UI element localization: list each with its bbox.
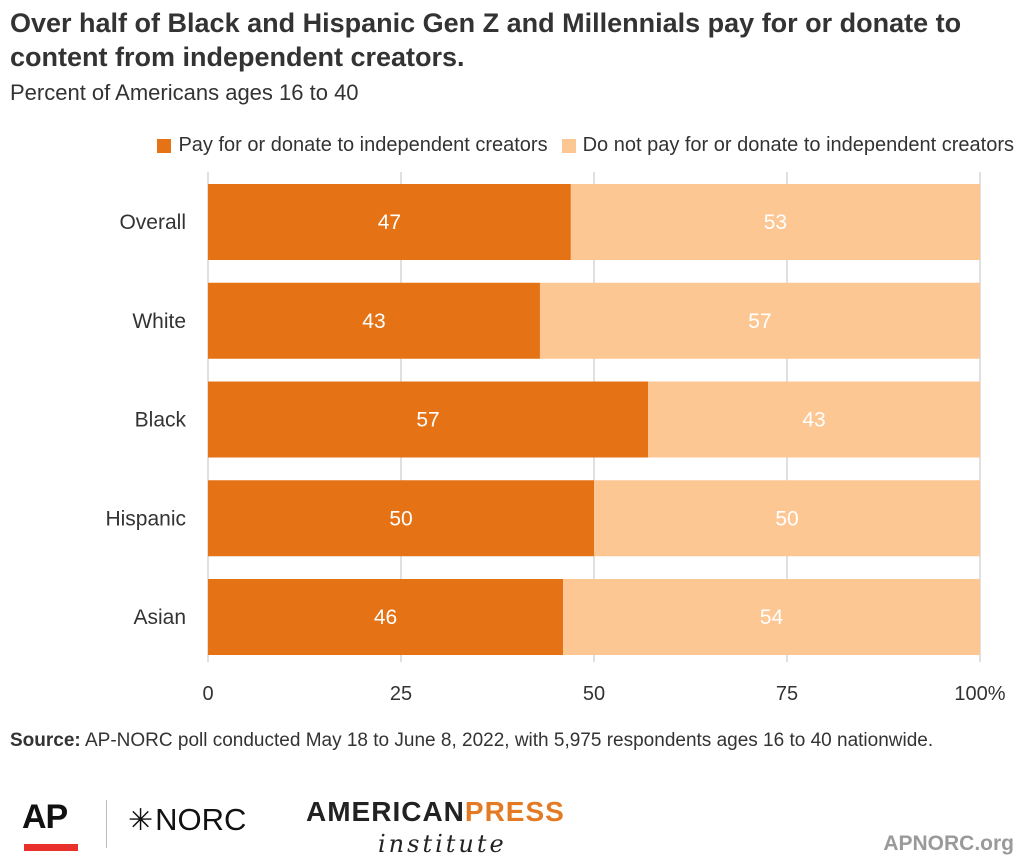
bar-not-pay xyxy=(648,381,980,458)
logo-bar: AP ✳ NORC AMERICANPRESS institute APNORC… xyxy=(0,790,1024,865)
chart-subtitle: Percent of Americans ages 16 to 40 xyxy=(10,80,359,105)
ap-logo-underline xyxy=(24,844,78,851)
chart-title: Over half of Black and Hispanic Gen Z an… xyxy=(10,8,962,72)
category-label: Hispanic xyxy=(105,507,186,530)
data-label: 43 xyxy=(362,310,385,333)
source-label: Source: xyxy=(10,730,81,751)
bar-pay xyxy=(208,381,649,458)
api-logo-american: AMERICAN xyxy=(306,796,465,827)
api-logo-institute: institute xyxy=(378,830,507,858)
data-label: 50 xyxy=(389,507,412,530)
norc-logo: ✳ NORC xyxy=(128,802,246,838)
bar-pay xyxy=(208,480,594,557)
legend: Pay for or donate to independent creator… xyxy=(0,134,1014,157)
x-tick-label: 75 xyxy=(776,683,798,705)
x-tick-label: 50 xyxy=(583,683,605,705)
api-logo-press: PRESS xyxy=(464,796,565,827)
source-note: Source: AP-NORC poll conducted May 18 to… xyxy=(10,728,1010,753)
bar-not-pay xyxy=(539,282,980,359)
data-label: 54 xyxy=(760,606,784,629)
source-text: AP-NORC poll conducted May 18 to June 8,… xyxy=(80,730,934,751)
legend-label-not-pay: Do not pay for or donate to independent … xyxy=(582,134,1014,156)
bar-pay xyxy=(208,282,540,359)
bar-not-pay xyxy=(570,184,980,260)
norc-logo-text: NORC xyxy=(155,802,247,837)
x-tick-label: 25 xyxy=(390,683,412,705)
category-label: Asian xyxy=(133,606,186,629)
category-label: Overall xyxy=(119,211,186,234)
data-label: 53 xyxy=(764,211,787,234)
bar-pay xyxy=(208,579,564,655)
legend-item-pay: Pay for or donate to independent creator… xyxy=(157,134,548,157)
data-label: 47 xyxy=(378,211,401,234)
american-press-institute-logo: AMERICANPRESS institute xyxy=(306,796,565,858)
logo-divider xyxy=(106,800,107,848)
legend-swatch-pay xyxy=(157,138,172,153)
norc-star-icon: ✳ xyxy=(128,803,154,837)
data-label: 43 xyxy=(802,409,825,432)
category-label: White xyxy=(132,310,186,333)
x-tick-label: 100% xyxy=(954,683,1005,705)
data-label: 57 xyxy=(416,409,439,432)
legend-label-pay: Pay for or donate to independent creator… xyxy=(178,134,548,156)
bar-chart: 0 25 50 75 100% 47 53 Overall 43 57 White 57 43 Black… xyxy=(105,172,1006,705)
x-tick-label: 0 xyxy=(202,683,213,705)
category-label: Black xyxy=(135,409,187,432)
data-label: 57 xyxy=(748,310,771,333)
website-link[interactable]: APNORC.org xyxy=(883,832,1014,855)
bar-pay xyxy=(208,184,571,260)
ap-logo: AP xyxy=(22,798,68,836)
bar-not-pay xyxy=(594,480,980,557)
data-label: 50 xyxy=(775,507,798,530)
legend-swatch-not-pay xyxy=(561,138,576,153)
legend-item-not-pay: Do not pay for or donate to independent … xyxy=(561,134,1014,157)
data-label: 46 xyxy=(374,606,397,629)
bar-not-pay xyxy=(563,579,980,655)
